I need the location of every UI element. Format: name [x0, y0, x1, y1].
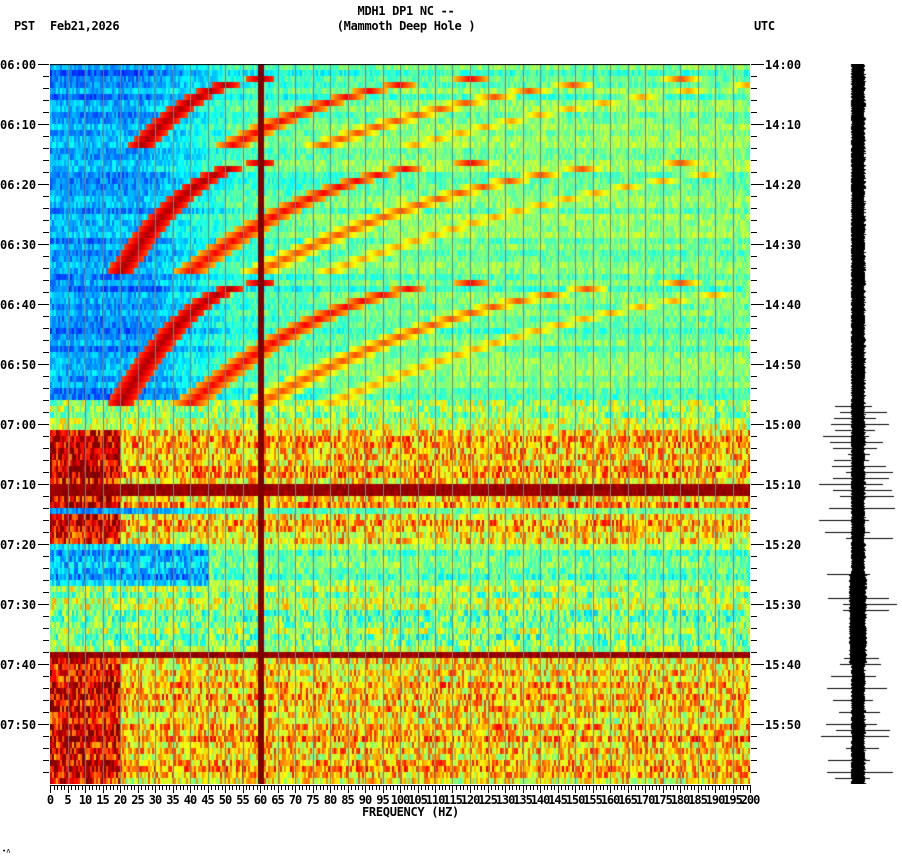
- y-tick-label-right: 14:10: [765, 118, 802, 132]
- x-tick-label: 5: [64, 793, 71, 807]
- x-tick-label: 135: [513, 793, 533, 807]
- x-tick-label: 185: [688, 793, 708, 807]
- x-tick-label: 165: [618, 793, 638, 807]
- y-tick-label-right: 15:20: [765, 538, 802, 552]
- x-tick-label: 45: [201, 793, 214, 807]
- y-tick-label-right: 14:00: [765, 58, 802, 72]
- x-tick-label: 80: [323, 793, 337, 807]
- x-tick-label: 75: [306, 793, 319, 807]
- spectrogram-heatmap: [50, 64, 750, 784]
- x-tick-label: 35: [166, 793, 179, 807]
- x-tick-label: 15: [96, 793, 109, 807]
- x-tick-label: 70: [288, 793, 302, 807]
- x-tick-label: 190: [705, 793, 726, 807]
- x-tick-label: 90: [358, 793, 372, 807]
- x-tick-label: 40: [183, 793, 197, 807]
- x-tick-label: 65: [271, 793, 284, 807]
- x-tick-label: 10: [78, 793, 92, 807]
- x-tick-label: 200: [740, 793, 761, 807]
- y-tick-label-left: 06:10: [0, 118, 37, 132]
- corner-mark: ∙ʌ: [2, 847, 11, 855]
- x-tick-label: 60: [253, 793, 267, 807]
- x-tick-label: 0: [46, 793, 54, 807]
- y-tick-label-right: 14:50: [765, 358, 802, 372]
- timezone-right-label: UTC: [754, 19, 775, 33]
- x-tick-label: 170: [635, 793, 656, 807]
- x-tick-label: 180: [670, 793, 691, 807]
- y-tick-label-right: 14:30: [765, 238, 802, 252]
- y-tick-label-left: 06:40: [0, 298, 37, 312]
- y-tick-label-left: 06:00: [0, 58, 37, 72]
- y-tick-label-left: 06:50: [0, 358, 37, 372]
- x-tick-label: 130: [495, 793, 516, 807]
- x-tick-label: 55: [236, 793, 249, 807]
- y-tick-label-right: 15:40: [765, 658, 802, 672]
- x-tick-label: 105: [408, 793, 428, 807]
- y-tick-label-right: 15:00: [765, 418, 802, 432]
- x-tick-label: 20: [113, 793, 127, 807]
- timezone-left-label: PST: [14, 19, 35, 33]
- x-tick-label: 155: [583, 793, 603, 807]
- y-tick-label-left: 07:10: [0, 478, 37, 492]
- y-tick-label-left: 07:20: [0, 538, 37, 552]
- x-tick-label: 195: [723, 793, 743, 807]
- y-tick-label-left: 07:40: [0, 658, 37, 672]
- y-tick-label-left: 07:30: [0, 598, 37, 612]
- y-tick-label-right: 14:40: [765, 298, 802, 312]
- x-tick-label: 140: [530, 793, 551, 807]
- x-tick-label: 85: [341, 793, 354, 807]
- x-tick-label: 115: [443, 793, 463, 807]
- x-axis-title: FREQUENCY (HZ): [362, 805, 459, 819]
- x-tick-label: 150: [565, 793, 586, 807]
- x-tick-label: 100: [390, 793, 411, 807]
- x-tick-label: 110: [425, 793, 446, 807]
- y-tick-label-left: 06:30: [0, 238, 37, 252]
- x-tick-label: 160: [600, 793, 621, 807]
- y-tick-label-left: 06:20: [0, 178, 37, 192]
- y-tick-label-right: 15:30: [765, 598, 802, 612]
- date-label: Feb21,2026: [50, 19, 120, 33]
- x-tick-label: 125: [478, 793, 498, 807]
- y-tick-label-left: 07:50: [0, 718, 37, 732]
- x-tick-label: 30: [148, 793, 162, 807]
- y-tick-label-left: 07:00: [0, 418, 37, 432]
- y-tick-label-right: 15:10: [765, 478, 802, 492]
- y-tick-label-right: 14:20: [765, 178, 802, 192]
- y-tick-label-right: 15:50: [765, 718, 802, 732]
- x-tick-label: 50: [218, 793, 232, 807]
- x-tick-label: 25: [131, 793, 144, 807]
- x-tick-label: 95: [376, 793, 389, 807]
- station-title: MDH1 DP1 NC --: [357, 4, 455, 18]
- x-tick-label: 120: [460, 793, 481, 807]
- seismogram-trace: [800, 64, 902, 784]
- x-tick-label: 145: [548, 793, 568, 807]
- station-name: (Mammoth Deep Hole ): [336, 19, 476, 33]
- x-tick-label: 175: [653, 793, 673, 807]
